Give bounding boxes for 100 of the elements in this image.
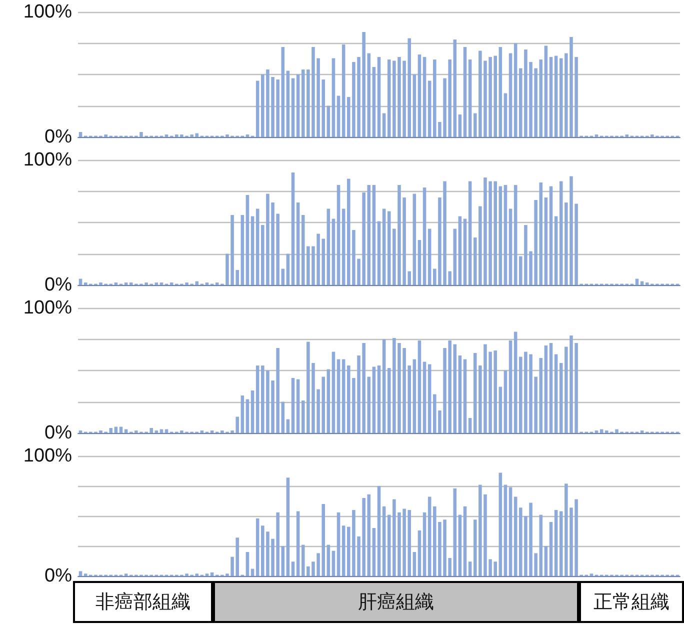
bar [463, 218, 467, 285]
bar [554, 56, 558, 137]
bar [256, 80, 260, 137]
bar [458, 216, 462, 285]
bar [256, 366, 260, 433]
bar [549, 186, 553, 285]
bar [418, 530, 422, 576]
y-tick-label: 100% [23, 2, 72, 22]
bar [332, 550, 336, 576]
bar [544, 346, 548, 433]
bar [468, 60, 472, 137]
bar [291, 562, 295, 576]
bar [514, 332, 518, 433]
bar [463, 359, 467, 433]
bar [342, 44, 346, 137]
bar [240, 215, 244, 285]
bar [296, 74, 300, 137]
text: 非癌部組織 [73, 581, 213, 623]
bar [250, 390, 254, 433]
bar [544, 546, 548, 576]
bar [286, 254, 290, 285]
bar [291, 378, 295, 433]
bar [508, 487, 512, 576]
bar [418, 340, 422, 433]
bar [422, 512, 426, 576]
bar [246, 552, 250, 576]
bar [412, 359, 416, 433]
bar [468, 418, 472, 433]
bar [377, 486, 381, 576]
bar [544, 198, 548, 285]
bar [372, 366, 376, 433]
bar [377, 57, 381, 137]
bar [382, 208, 386, 285]
bar [240, 396, 244, 433]
bar [326, 208, 330, 285]
bar [514, 43, 518, 137]
bar [256, 518, 260, 576]
bar [332, 218, 336, 285]
y-tick-label: 0% [44, 566, 72, 586]
bar [256, 208, 260, 285]
bar [296, 511, 300, 576]
bar [336, 96, 340, 137]
bar [377, 366, 381, 433]
bar [549, 522, 553, 576]
bar [412, 552, 416, 576]
text: 正常組織 [579, 581, 684, 623]
y-tick-label: 0% [44, 274, 72, 296]
bar [246, 399, 250, 433]
bar [504, 370, 508, 433]
bar [382, 506, 386, 576]
bar [458, 514, 462, 576]
bar [342, 359, 346, 433]
bar [382, 113, 386, 137]
bar [428, 228, 432, 285]
bar [377, 221, 381, 285]
bar [342, 208, 346, 285]
bar [514, 185, 518, 285]
bar [468, 181, 472, 285]
bar [463, 506, 467, 576]
bar [78, 571, 82, 576]
bar [498, 186, 502, 285]
bar [428, 364, 432, 433]
bar [412, 74, 416, 137]
bar [508, 208, 512, 285]
y-tick-label: 0% [44, 422, 72, 444]
bar [549, 57, 553, 137]
bar [372, 67, 376, 137]
bar [463, 47, 467, 137]
bar [508, 340, 512, 433]
bar [336, 512, 340, 576]
bar [554, 354, 558, 433]
bar [544, 46, 548, 137]
bar [418, 54, 422, 137]
bar [554, 216, 558, 285]
bar [286, 419, 290, 433]
bar [296, 379, 300, 433]
bar [468, 562, 472, 576]
bar [422, 188, 426, 285]
bar [372, 185, 376, 285]
bar [326, 544, 330, 576]
bar [554, 510, 558, 576]
bar [250, 216, 254, 285]
y-tick-label: 100% [23, 446, 72, 466]
bar [296, 202, 300, 285]
y-tick-label: 0% [44, 126, 72, 148]
bar [286, 478, 290, 576]
bar [504, 93, 508, 137]
bar [336, 185, 340, 285]
bar [286, 70, 290, 137]
y-tick-label: 100% [23, 150, 72, 170]
bar [514, 496, 518, 576]
bar [422, 362, 426, 433]
bar [422, 57, 426, 137]
bar [428, 496, 432, 576]
bar [326, 106, 330, 137]
bar [508, 53, 512, 137]
bar [78, 132, 82, 137]
bar [332, 58, 336, 137]
bar [246, 195, 250, 285]
text: 肝癌組織 [212, 581, 580, 623]
